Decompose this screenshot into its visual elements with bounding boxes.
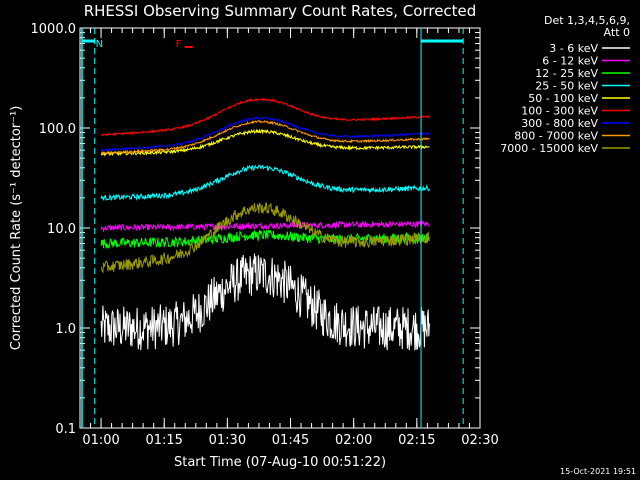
series-line	[100, 229, 430, 249]
legend-label: 300 - 800 keV	[521, 117, 598, 130]
plot-frame	[79, 27, 481, 429]
series-line	[100, 116, 430, 152]
footer-date: 15-Oct-2021 19:51	[560, 467, 636, 476]
series-layer	[100, 97, 430, 351]
legend-detectors: Det 1,3,4,5,6,9,	[544, 14, 630, 27]
legend-label: 6 - 12 keV	[542, 55, 598, 68]
x-tick-label: 02:00	[335, 433, 372, 448]
x-tick-label: 01:00	[82, 433, 119, 448]
legend-label: 100 - 300 keV	[521, 105, 598, 118]
legend-label: 3 - 6 keV	[549, 42, 598, 55]
x-tick-label: 02:30	[461, 433, 498, 448]
y-tick-label: 100.0	[39, 122, 76, 137]
legend-attenuator: Att 0	[604, 26, 630, 39]
x-axis: 01:00 01:15 01:30 01:45 02:00 02:15 02:30	[79, 28, 499, 448]
marker-label: F	[176, 39, 182, 50]
x-axis-label: Start Time (07-Aug-10 00:51:22)	[174, 455, 386, 470]
series-line	[100, 119, 430, 156]
legend-label: 25 - 50 keV	[535, 80, 598, 93]
y-tick-label: 0.1	[55, 422, 76, 437]
legend-label: 50 - 100 keV	[528, 92, 598, 105]
x-tick-label: 02:15	[398, 433, 435, 448]
y-axis-label: Corrected Count Rate (s⁻¹ detector⁻¹)	[9, 106, 24, 351]
y-tick-label: 1000.0	[31, 22, 77, 37]
x-tick-label: 01:45	[272, 433, 309, 448]
series-line	[100, 97, 430, 137]
series-line	[100, 128, 430, 157]
legend-label: 800 - 7000 keV	[514, 130, 598, 143]
legend-label: 12 - 25 keV	[535, 67, 598, 80]
marker-label: N	[96, 39, 103, 50]
legend-label: 7000 - 15000 keV	[500, 142, 598, 155]
y-tick-label: 10.0	[47, 222, 76, 237]
y-tick-label: 1.0	[55, 322, 76, 337]
series-line	[100, 219, 430, 233]
series-line	[100, 253, 430, 351]
series-line	[100, 164, 430, 201]
x-tick-label: 01:30	[209, 433, 246, 448]
x-tick-label: 01:15	[145, 433, 182, 448]
chart-title: RHESSI Observing Summary Count Rates, Co…	[84, 2, 477, 20]
series-line	[100, 202, 430, 274]
